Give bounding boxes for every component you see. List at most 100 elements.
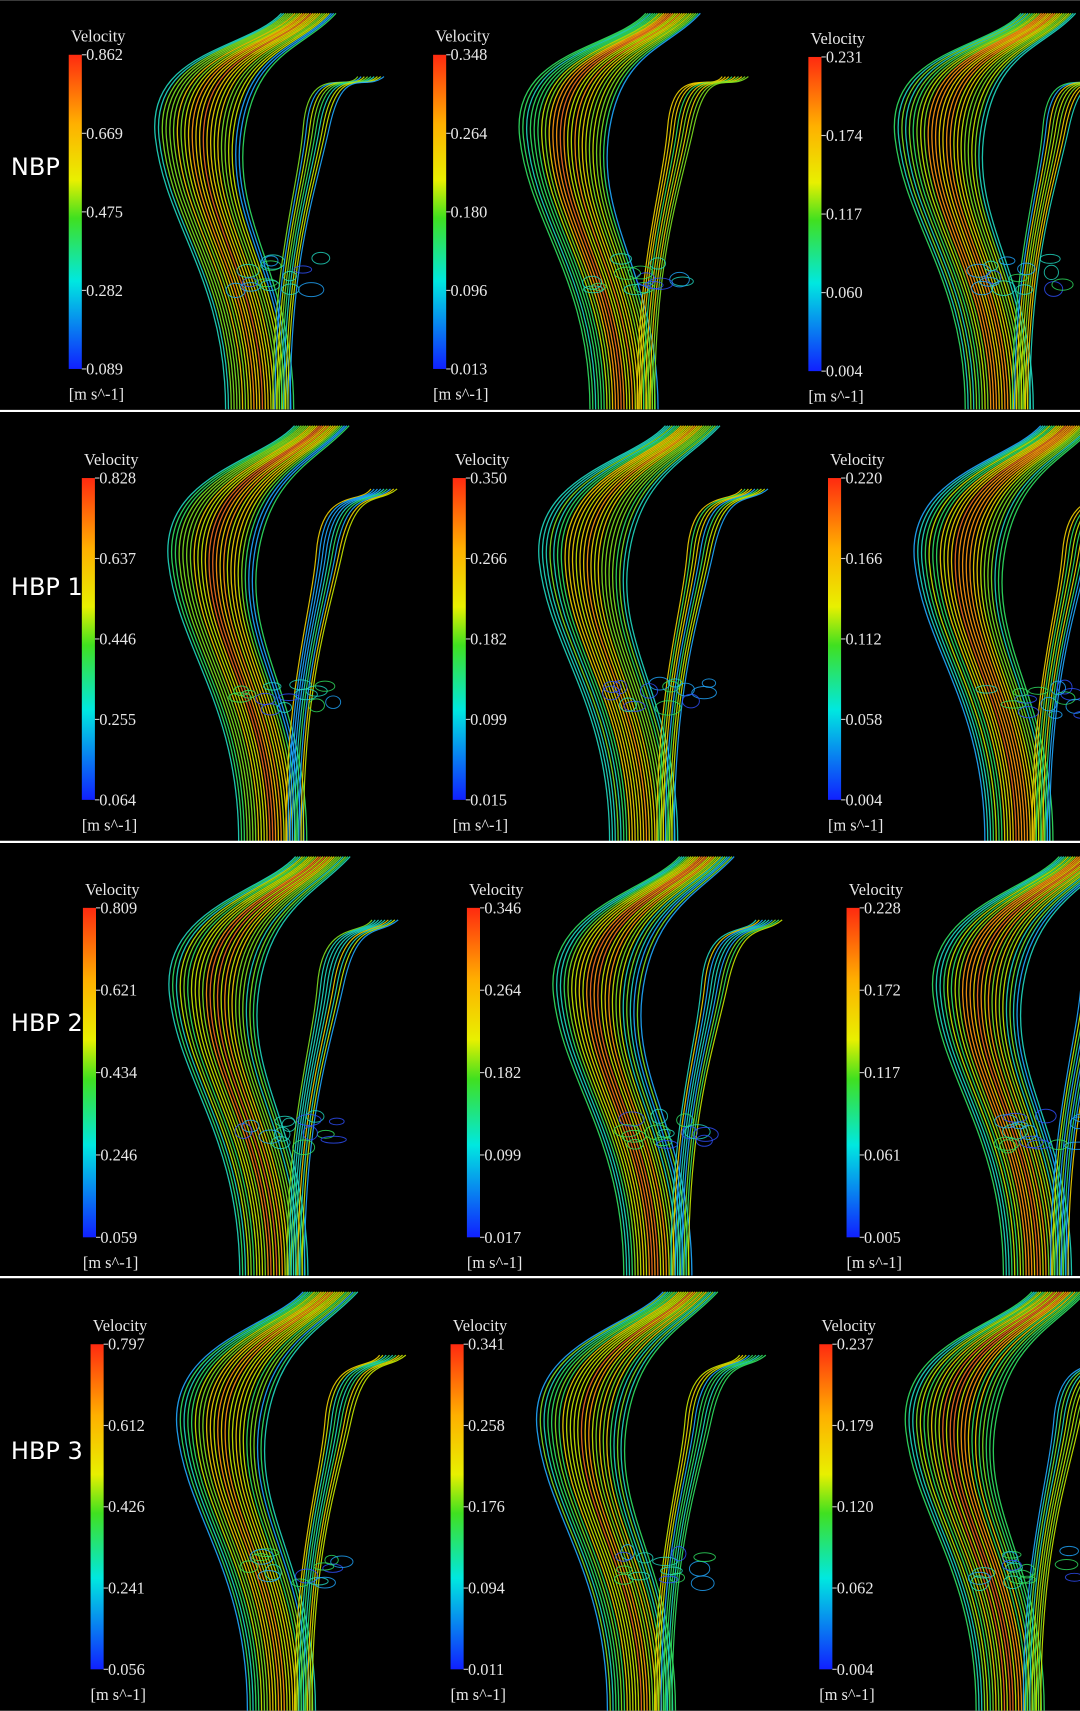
tick-label: 0.241 [108,1579,145,1598]
tick-label: 0.669 [86,124,123,143]
tick-label: 0.797 [108,1335,145,1354]
tick-label: 0.004 [837,1660,874,1679]
tick-label: 0.004 [845,790,882,809]
tick-label: 0.179 [837,1416,874,1435]
tick-label: 0.182 [470,629,507,648]
tick-label: 0.258 [468,1416,505,1435]
tick-label: 0.117 [826,205,862,224]
tick-label: 0.112 [845,629,881,648]
tick-label: 0.120 [837,1497,874,1516]
tick-label: 0.246 [100,1145,137,1164]
row-label: NBP [11,153,60,181]
tick-label: 0.172 [864,981,901,1000]
background [0,0,1080,1711]
legend-title: Velocity [93,1316,148,1335]
unit-label: [m s^-1] [828,815,883,834]
tick-label: 0.013 [451,359,488,378]
unit-label: [m s^-1] [69,385,124,404]
page: Velocity0.8620.6690.4750.2820.089[m s^-1… [0,0,1080,1711]
legend-title: Velocity [85,880,140,899]
tick-label: 0.176 [468,1497,505,1516]
tick-label: 0.264 [484,981,521,1000]
tick-label: 0.166 [845,549,882,568]
tick-label: 0.174 [826,126,863,145]
colorbar [808,57,821,371]
tick-label: 0.060 [826,283,863,302]
tick-label: 0.237 [837,1335,874,1354]
legend-title: Velocity [830,450,885,469]
colorbar [69,55,82,369]
tick-label: 0.094 [468,1579,505,1598]
figure: Velocity0.8620.6690.4750.2820.089[m s^-1… [0,0,1080,1711]
tick-label: 0.096 [451,281,488,300]
colorbar [453,478,466,800]
legend-title: Velocity [435,27,490,46]
legend-title: Velocity [71,27,126,46]
colorbar [819,1344,832,1669]
unit-label: [m s^-1] [82,815,137,834]
tick-label: 0.099 [484,1145,521,1164]
tick-label: 0.434 [100,1063,137,1082]
tick-label: 0.056 [108,1660,145,1679]
unit-label: [m s^-1] [467,1253,522,1272]
tick-label: 0.228 [864,898,901,917]
tick-label: 0.426 [108,1497,145,1516]
row-label: HBP 1 [11,573,83,601]
colorbar [451,1344,464,1669]
tick-label: 0.809 [100,898,137,917]
tick-label: 0.015 [470,790,507,809]
tick-label: 0.064 [99,790,136,809]
tick-label: 0.475 [86,202,123,221]
tick-label: 0.255 [99,710,136,729]
tick-label: 0.182 [484,1063,521,1082]
tick-label: 0.059 [100,1228,137,1247]
tick-label: 0.266 [470,549,507,568]
unit-label: [m s^-1] [83,1253,138,1272]
legend-title: Velocity [453,1316,508,1335]
tick-label: 0.180 [451,202,488,221]
row-label: HBP 3 [11,1437,83,1465]
tick-label: 0.637 [99,549,136,568]
legend-title: Velocity [811,29,866,48]
legend-title: Velocity [849,880,904,899]
tick-label: 0.061 [864,1145,901,1164]
legend-title: Velocity [469,880,524,899]
tick-label: 0.058 [845,710,882,729]
tick-label: 0.089 [86,359,123,378]
unit-label: [m s^-1] [819,1685,874,1704]
tick-label: 0.282 [86,281,123,300]
tick-label: 0.348 [451,45,488,64]
colorbar [828,478,841,800]
unit-label: [m s^-1] [808,387,863,406]
tick-label: 0.862 [86,45,123,64]
legend-title: Velocity [821,1316,876,1335]
tick-label: 0.350 [470,469,507,488]
colorbar [82,478,95,800]
unit-label: [m s^-1] [847,1253,902,1272]
tick-label: 0.117 [864,1063,900,1082]
tick-label: 0.446 [99,629,136,648]
colorbar [847,908,860,1237]
tick-label: 0.341 [468,1335,505,1354]
unit-label: [m s^-1] [451,1685,506,1704]
tick-label: 0.346 [484,898,521,917]
tick-label: 0.004 [826,362,863,381]
legend-title: Velocity [455,450,510,469]
tick-label: 0.062 [837,1579,874,1598]
colorbar [91,1344,104,1669]
unit-label: [m s^-1] [453,815,508,834]
tick-label: 0.011 [468,1660,504,1679]
unit-label: [m s^-1] [91,1685,146,1704]
tick-label: 0.264 [451,124,488,143]
colorbar [467,908,480,1237]
legend-title: Velocity [84,450,139,469]
colorbar [83,908,96,1237]
tick-label: 0.828 [99,469,136,488]
tick-label: 0.005 [864,1228,901,1247]
row-label: HBP 2 [11,1009,83,1037]
tick-label: 0.099 [470,710,507,729]
tick-label: 0.231 [826,47,863,66]
tick-label: 0.017 [484,1228,521,1247]
colorbar [433,55,446,369]
unit-label: [m s^-1] [433,385,488,404]
